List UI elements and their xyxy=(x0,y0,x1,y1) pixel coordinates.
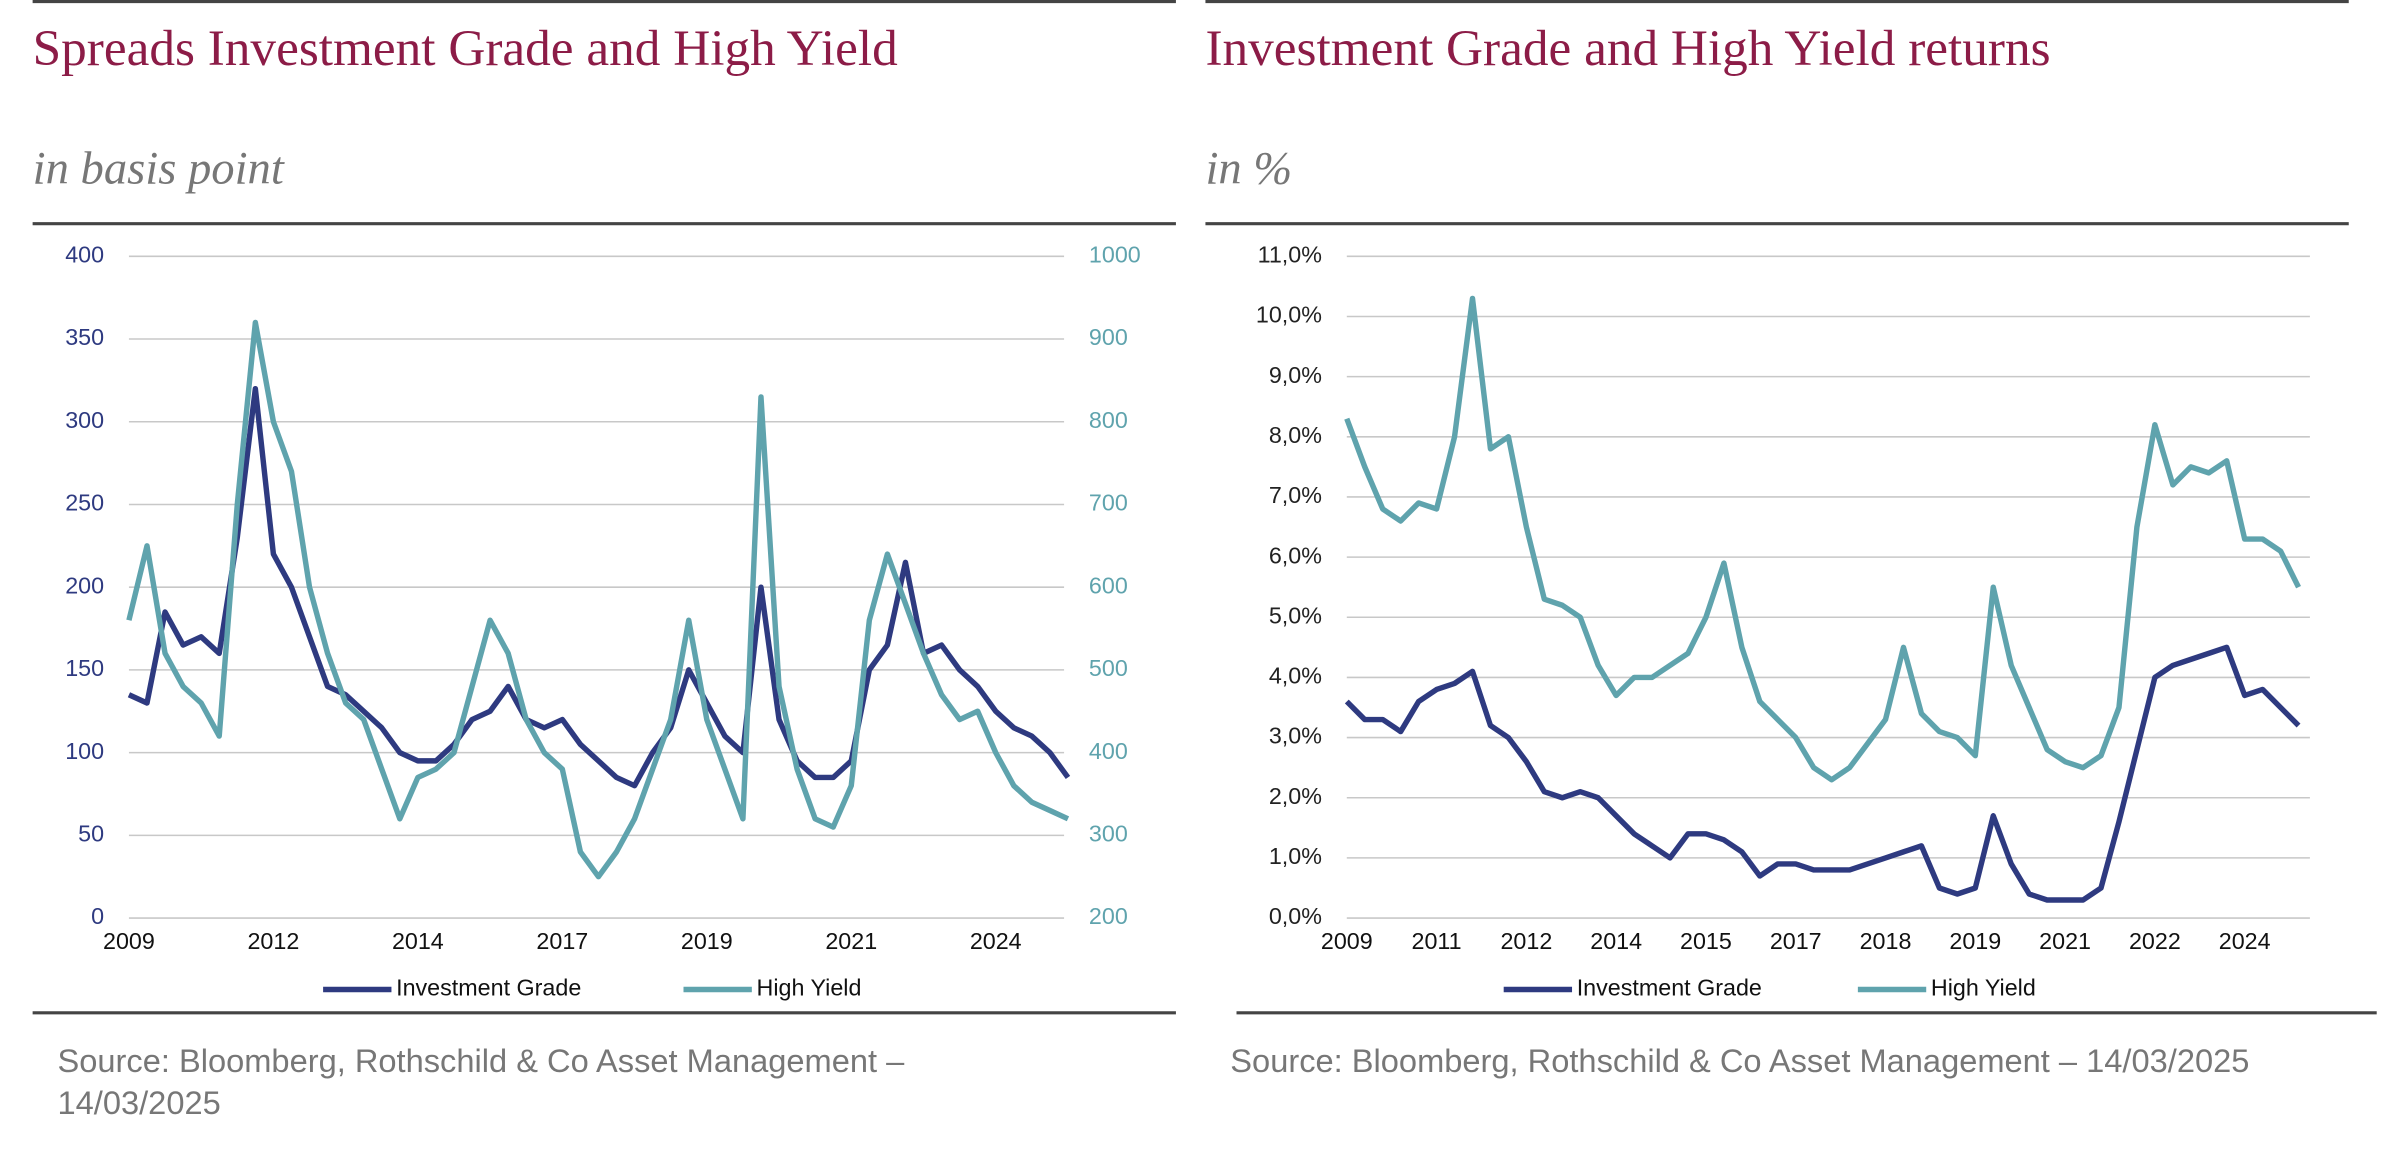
y-tick-label: 150 xyxy=(65,655,104,681)
y-tick-label: 6,0% xyxy=(1269,542,1322,568)
series-line xyxy=(1344,295,2301,783)
x-tick-label: 2014 xyxy=(392,928,444,954)
x-tick-label: 2009 xyxy=(1321,928,1373,954)
legend-label: Investment Grade xyxy=(1577,975,1762,1001)
x-tick-label: 2022 xyxy=(2129,928,2181,954)
y-tick-label: 2,0% xyxy=(1269,783,1322,809)
y2-tick-label: 900 xyxy=(1089,324,1128,350)
y2-tick-label: 200 xyxy=(1089,903,1128,929)
legend-label: Investment Grade xyxy=(396,975,581,1001)
y2-tick-label: 300 xyxy=(1089,820,1128,846)
y-tick-label: 100 xyxy=(65,738,104,764)
chart-title: Investment Grade and High Yield returns xyxy=(1205,21,2051,78)
chart-subtitle: in % xyxy=(1205,142,1293,195)
y2-tick-label: 800 xyxy=(1089,407,1128,433)
source: Source: Bloomberg, Rothschild & Co Asset… xyxy=(57,1043,905,1122)
legend-label: High Yield xyxy=(757,975,862,1001)
y-tick-label: 400 xyxy=(65,241,104,267)
x-tick-label: 2021 xyxy=(2039,928,2091,954)
y2-tick-label: 400 xyxy=(1089,738,1128,764)
y-tick-label: 5,0% xyxy=(1269,602,1322,628)
y-tick-label: 200 xyxy=(65,572,104,598)
y2-tick-label: 600 xyxy=(1089,572,1128,598)
chart-subtitle: in basis point xyxy=(32,142,284,195)
chart-title: Spreads Investment Grade and High Yield xyxy=(32,21,898,78)
y-tick-label: 7,0% xyxy=(1269,482,1322,508)
legend-label: High Yield xyxy=(1931,975,2036,1001)
y-tick-label: 1,0% xyxy=(1269,843,1322,869)
x-tick-label: 2009 xyxy=(103,928,155,954)
y-tick-label: 10,0% xyxy=(1256,302,1322,328)
series-line xyxy=(126,319,1070,880)
y-tick-label: 0 xyxy=(91,903,104,929)
x-tick-label: 2012 xyxy=(247,928,299,954)
y-tick-label: 250 xyxy=(65,490,104,516)
x-tick-label: 2019 xyxy=(1949,928,2001,954)
source: Source: Bloomberg, Rothschild & Co Asset… xyxy=(1230,1043,2250,1080)
series-line xyxy=(127,385,1071,789)
y-tick-label: 3,0% xyxy=(1269,723,1322,749)
x-tick-label: 2018 xyxy=(1860,928,1912,954)
y2-tick-label: 500 xyxy=(1089,655,1128,681)
y-tick-label: 11,0% xyxy=(1258,241,1322,267)
x-tick-label: 2011 xyxy=(1412,928,1462,954)
x-tick-label: 2017 xyxy=(536,928,588,954)
x-tick-label: 2024 xyxy=(970,928,1022,954)
x-tick-label: 2017 xyxy=(1770,928,1822,954)
x-tick-label: 2014 xyxy=(1590,928,1642,954)
y-tick-label: 300 xyxy=(65,407,104,433)
x-tick-label: 2012 xyxy=(1500,928,1552,954)
y-tick-label: 350 xyxy=(65,324,104,350)
x-tick-label: 2015 xyxy=(1680,928,1732,954)
y2-tick-label: 700 xyxy=(1089,490,1128,516)
y-tick-label: 9,0% xyxy=(1269,362,1322,388)
x-tick-label: 2021 xyxy=(825,928,877,954)
x-tick-label: 2019 xyxy=(681,928,733,954)
x-tick-label: 2024 xyxy=(2219,928,2271,954)
y-tick-label: 0,0% xyxy=(1269,903,1322,929)
series-line xyxy=(1344,644,2301,903)
y-tick-label: 8,0% xyxy=(1269,422,1322,448)
y-tick-label: 4,0% xyxy=(1269,663,1322,689)
y-tick-label: 50 xyxy=(78,820,104,846)
y2-tick-label: 1000 xyxy=(1089,241,1141,267)
